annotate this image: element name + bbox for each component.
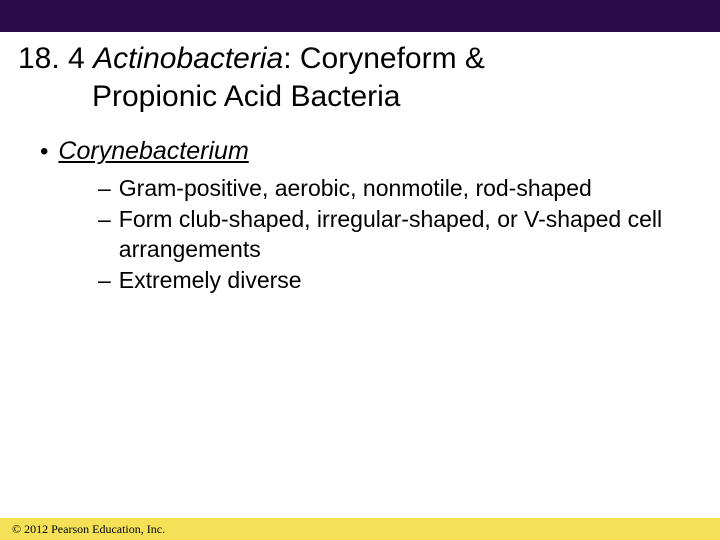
title-line-2: Propionic Acid Bacteria [18, 78, 702, 116]
title-italic: Actinobacteria [93, 42, 283, 75]
section-number: 18. 4 [18, 42, 85, 75]
dash-icon: – [98, 266, 111, 295]
sub-text: Gram-positive, aerobic, nonmotile, rod-s… [119, 174, 592, 203]
title-rest1: : Coryneform & [283, 42, 485, 75]
bullet-marker: • [40, 139, 48, 165]
list-item: – Gram-positive, aerobic, nonmotile, rod… [98, 174, 680, 203]
list-item: – Extremely diverse [98, 266, 680, 295]
dash-icon: – [98, 205, 111, 234]
copyright-text: © 2012 Pearson Education, Inc. [12, 522, 165, 537]
sub-text: Form club-shaped, irregular-shaped, or V… [119, 205, 680, 264]
bullet-text: Corynebacterium [58, 137, 248, 166]
dash-icon: – [98, 174, 111, 203]
list-item: – Form club-shaped, irregular-shaped, or… [98, 205, 680, 264]
sub-bullet-list: – Gram-positive, aerobic, nonmotile, rod… [40, 172, 680, 296]
slide-title: 18. 4 Actinobacteria: Coryneform & Propi… [0, 32, 720, 131]
content-area: • Corynebacterium – Gram-positive, aerob… [0, 131, 720, 296]
footer-bar: © 2012 Pearson Education, Inc. [0, 518, 720, 540]
sub-text: Extremely diverse [119, 266, 302, 295]
header-bar [0, 0, 720, 32]
bullet-level-1: • Corynebacterium [40, 137, 680, 166]
title-line-1: 18. 4 Actinobacteria: Coryneform & [18, 40, 702, 78]
